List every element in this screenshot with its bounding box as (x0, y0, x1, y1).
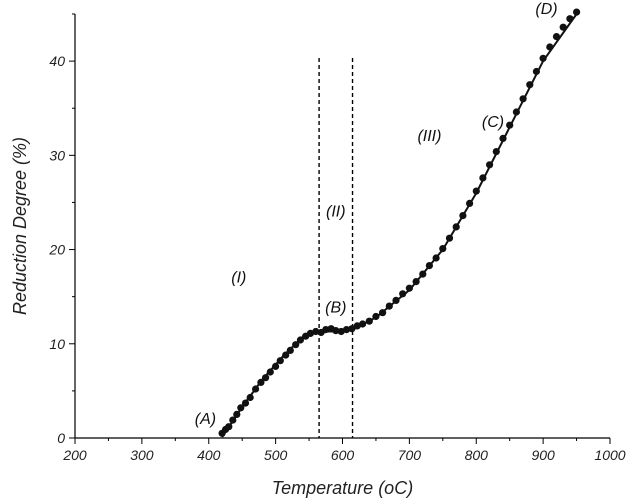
data-point (452, 223, 460, 231)
x-tick-label: 200 (62, 447, 87, 463)
data-point (439, 245, 447, 253)
data-point (499, 134, 507, 142)
data-point (379, 309, 387, 317)
data-point (372, 312, 380, 321)
x-axis-title: Temperature (oC) (272, 478, 413, 498)
data-point (348, 325, 356, 333)
x-tick-label: 500 (264, 447, 288, 463)
x-tick-label: 600 (331, 447, 355, 463)
data-point (486, 161, 494, 169)
data-point (322, 326, 330, 334)
data-point (332, 327, 340, 335)
data-point (225, 423, 233, 431)
data-point (233, 410, 241, 418)
data-point (425, 262, 433, 270)
data-point (459, 212, 467, 220)
x-tick-label: 300 (130, 447, 154, 463)
data-point (241, 399, 250, 407)
annotations: (A) (I) (B) (II) (III) (C) (D) (195, 1, 558, 428)
data-point (385, 302, 393, 310)
data-point (506, 121, 514, 129)
data-point (466, 199, 474, 207)
annotation-label: (II) (326, 204, 346, 221)
fit-curve (221, 13, 578, 438)
data-point (237, 404, 245, 412)
data-point (262, 374, 270, 382)
data-point (539, 54, 547, 62)
data-point (519, 95, 527, 103)
annotation-label: (I) (231, 270, 246, 287)
data-point (392, 296, 400, 304)
fit-curve-group (221, 13, 578, 438)
data-point (252, 385, 260, 393)
data-point (272, 362, 280, 370)
annotation-label: (C) (482, 114, 504, 131)
x-tick-label: 800 (465, 447, 489, 463)
x-tick-label: 1000 (594, 447, 625, 463)
data-point (405, 284, 413, 292)
y-tick-label: 10 (49, 336, 65, 352)
data-point (399, 290, 407, 298)
data-point (292, 341, 300, 349)
reference-lines (318, 58, 354, 438)
data-point (445, 234, 454, 242)
data-point (229, 416, 237, 424)
data-point (479, 174, 487, 182)
data-point (552, 33, 561, 41)
data-point (276, 357, 284, 365)
data-point (526, 81, 534, 89)
annotation-label: (A) (195, 411, 216, 428)
data-point (566, 15, 574, 23)
data-point (266, 368, 274, 376)
data-point (306, 329, 314, 337)
axes: 200 300 400 500 600 700 800 900 1000 0 10 20 30 40 (48, 13, 626, 463)
data-point (282, 351, 290, 359)
annotation-label: (D) (535, 1, 557, 18)
data-point (296, 336, 304, 344)
y-axis-title: Reduction Degree (%) (10, 137, 30, 315)
data-point (573, 8, 581, 16)
data-point (365, 317, 373, 325)
annotation-label: (III) (417, 128, 441, 145)
data-point (472, 187, 480, 195)
data-point (286, 346, 294, 354)
data-point (512, 108, 521, 116)
x-tick-label: 900 (531, 447, 555, 463)
data-point (342, 326, 351, 334)
data-point (492, 148, 500, 156)
data-point (412, 278, 420, 286)
y-tick-label: 20 (48, 242, 65, 258)
data-point (257, 378, 265, 386)
data-points (218, 8, 581, 437)
data-point (532, 67, 541, 76)
data-point (353, 322, 361, 330)
x-tick-label: 400 (197, 447, 221, 463)
y-tick-label: 0 (57, 430, 65, 446)
data-point (546, 43, 554, 51)
annotation-label: (B) (325, 300, 346, 317)
data-point (359, 320, 367, 328)
data-point (246, 393, 254, 402)
data-point (432, 254, 440, 262)
data-point (419, 270, 427, 278)
y-tick-label: 30 (49, 147, 65, 163)
x-tick-label: 700 (398, 447, 422, 463)
y-tick-label: 40 (49, 53, 65, 69)
data-point (559, 23, 567, 31)
